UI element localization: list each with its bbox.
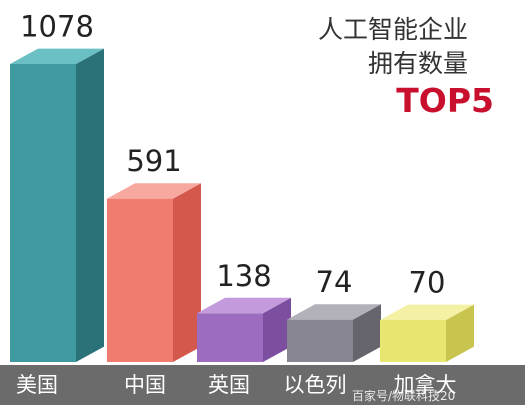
chart-title-line-1: 人工智能企业: [318, 15, 468, 44]
category-label-5: 加拿大: [394, 373, 457, 397]
bar-front-face: [107, 198, 173, 362]
chart-title-line-2: 拥有数量: [368, 49, 468, 78]
bar-front-face: [380, 320, 446, 362]
category-labels: 美国 中国 英国 以色列 加拿大: [16, 373, 457, 397]
bar-1: [10, 48, 104, 362]
bar-side-face: [353, 304, 381, 362]
chart-title-badge: TOP5: [396, 81, 494, 120]
bar-top-face: [10, 48, 104, 64]
bar-front-face: [10, 64, 76, 362]
bar-side-face: [76, 48, 104, 362]
bar-5: [380, 304, 474, 362]
bar-3: [197, 297, 291, 362]
value-labels: 1078 591 138 74 70: [20, 10, 445, 300]
bar-front-face: [197, 313, 263, 362]
bar-top-face: [287, 304, 381, 320]
category-label-1: 美国: [16, 373, 58, 397]
category-label-3: 英国: [208, 373, 250, 397]
category-label-4: 以色列: [284, 373, 347, 397]
category-band: [0, 365, 525, 405]
bar-top-face: [197, 297, 291, 314]
value-label-1: 1078: [20, 10, 94, 44]
category-label-2: 中国: [124, 373, 166, 397]
bar-2: [107, 183, 201, 362]
bar-front-face: [287, 319, 353, 362]
bars-layer: [10, 48, 474, 362]
bar-side-face: [173, 183, 201, 362]
watermark: 百家号/物联科技20: [352, 388, 455, 403]
bar-top-face: [107, 183, 201, 199]
value-label-5: 70: [409, 266, 446, 300]
bar-side-face: [446, 304, 474, 362]
bar-side-face: [263, 297, 291, 362]
bar-4: [287, 304, 381, 362]
bar-top-face: [380, 304, 474, 320]
value-label-2: 591: [126, 144, 181, 178]
value-label-3: 138: [216, 259, 271, 293]
value-label-4: 74: [316, 265, 353, 299]
